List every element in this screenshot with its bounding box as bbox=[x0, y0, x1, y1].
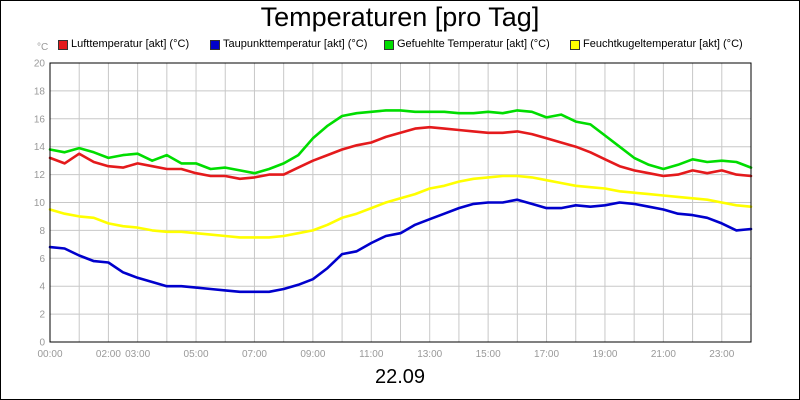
x-tick-label: 03:00 bbox=[125, 349, 150, 360]
chart-title: Temperaturen [pro Tag] bbox=[260, 2, 540, 32]
x-tick-label: 11:00 bbox=[359, 349, 384, 360]
y-tick-label: 20 bbox=[34, 59, 46, 70]
legend-swatch-lufttemperatur bbox=[58, 40, 68, 50]
legend-swatch-feuchtkugeltemperatur bbox=[570, 40, 580, 50]
series-line-1 bbox=[48, 198, 753, 294]
plot-border bbox=[49, 62, 752, 343]
x-tick-label: 07:00 bbox=[242, 349, 267, 360]
x-tick-label: 17:00 bbox=[534, 349, 559, 360]
x-tick-label: 23:00 bbox=[709, 349, 734, 360]
y-tick-label: 6 bbox=[39, 254, 45, 265]
legend-label-feuchtkugeltemperatur: Feuchtkugeltemperatur [akt] (°C) bbox=[583, 38, 743, 50]
y-tick-label: 0 bbox=[39, 338, 45, 349]
date-label: 22.09 bbox=[374, 366, 426, 388]
x-tick-label: 15:00 bbox=[476, 349, 501, 360]
legend-swatch-taupunkttemperatur bbox=[210, 40, 220, 50]
y-tick-label: 8 bbox=[39, 226, 45, 237]
y-tick-label: 12 bbox=[34, 170, 46, 181]
legend-label-lufttemperatur: Lufttemperatur [akt] (°C) bbox=[71, 38, 190, 50]
y-tick-label: 16 bbox=[34, 114, 46, 125]
series-line-0 bbox=[48, 125, 753, 181]
legend-swatch-gefuehlte-temperatur bbox=[384, 40, 394, 50]
series-line-2 bbox=[48, 109, 753, 175]
x-tick-label: 02:00 bbox=[96, 349, 121, 360]
legend-label-gefuehlte-temperatur: Gefuehlte Temperatur [akt] (°C) bbox=[397, 38, 550, 50]
x-tick-label: 13:00 bbox=[417, 349, 442, 360]
y-tick-label: 14 bbox=[34, 142, 46, 153]
legend-label-taupunkttemperatur: Taupunkttemperatur [akt] (°C) bbox=[223, 38, 368, 50]
y-axis-unit: °C bbox=[37, 42, 49, 53]
series-line-3 bbox=[48, 174, 753, 239]
x-tick-label: 00:00 bbox=[37, 349, 62, 360]
y-tick-label: 18 bbox=[34, 86, 46, 97]
y-tick-label: 10 bbox=[34, 198, 46, 209]
x-tick-label: 05:00 bbox=[184, 349, 209, 360]
x-tick-label: 21:00 bbox=[651, 349, 676, 360]
x-tick-label: 09:00 bbox=[300, 349, 325, 360]
x-tick-label: 19:00 bbox=[592, 349, 617, 360]
y-tick-label: 4 bbox=[39, 282, 45, 293]
y-tick-label: 2 bbox=[39, 310, 45, 321]
